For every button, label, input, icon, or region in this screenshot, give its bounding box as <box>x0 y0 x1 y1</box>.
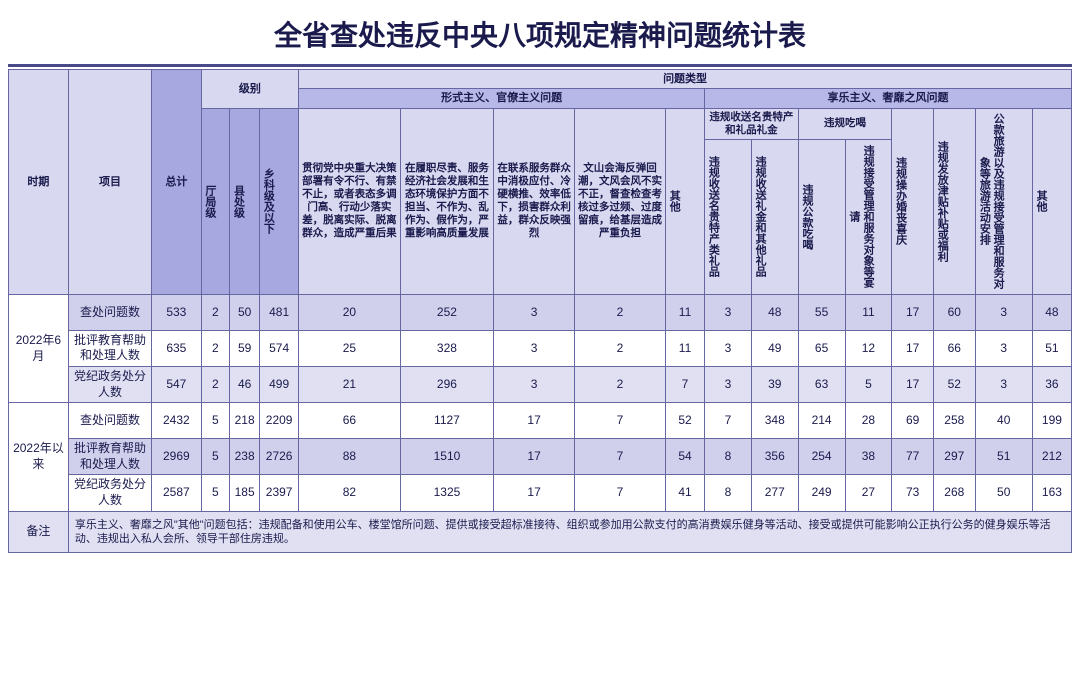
col-b1: 违规收送名贵特产类礼品 <box>705 139 752 294</box>
note-label: 备注 <box>9 511 69 553</box>
page-title: 全省查处违反中央八项规定精神问题统计表 <box>8 8 1072 67</box>
row-label: 查处问题数 <box>68 403 151 439</box>
col-b8: 其他 <box>1032 108 1071 294</box>
col-b6: 违规发放津贴补贴或福利 <box>933 108 975 294</box>
period-label: 2022年以来 <box>9 403 69 511</box>
row-label: 党纪政务处分人数 <box>68 475 151 511</box>
table-row: 2022年6月 查处问题数 533 2 50 481 20 252 3 2 11… <box>9 294 1072 330</box>
table-row: 党纪政务处分人数 2587 5 185 2397 82 1325 17 7 41… <box>9 475 1072 511</box>
col-level-1: 厅局级 <box>201 108 230 294</box>
col-level-2: 县处级 <box>230 108 260 294</box>
table-row: 批评教育帮助和处理人数 2969 5 238 2726 88 1510 17 7… <box>9 439 1072 475</box>
col-a2: 在履职尽责、服务经济社会发展和生态环境保护方面不担当、不作为、乱作为、假作为，严… <box>400 108 494 294</box>
col-level-group: 级别 <box>201 70 299 109</box>
col-period: 时期 <box>9 70 69 295</box>
row-label: 查处问题数 <box>68 294 151 330</box>
period-label: 2022年6月 <box>9 294 69 402</box>
col-group-b: 享乐主义、奢靡之风问题 <box>705 89 1072 108</box>
col-a4: 文山会海反弹回潮，文风会风不实不正，督查检查考核过多过频、过度留痕，给基层造成严… <box>574 108 665 294</box>
row-label: 批评教育帮助和处理人数 <box>68 330 151 366</box>
col-project: 项目 <box>68 70 151 295</box>
col-b2: 违规收送礼金和其他礼品 <box>751 139 798 294</box>
row-label: 批评教育帮助和处理人数 <box>68 439 151 475</box>
col-a5: 其他 <box>666 108 705 294</box>
col-gift-group: 违规收送名贵特产和礼品礼金 <box>705 108 799 139</box>
col-group-a: 形式主义、官僚主义问题 <box>299 89 705 108</box>
col-a3: 在联系服务群众中消极应付、冷硬横推、效率低下，损害群众利益，群众反映强烈 <box>494 108 575 294</box>
col-problem-type: 问题类型 <box>299 70 1072 89</box>
col-eat-group: 违规吃喝 <box>798 108 892 139</box>
row-label: 党纪政务处分人数 <box>68 367 151 403</box>
table-row: 2022年以来 查处问题数 2432 5 218 2209 66 1127 17… <box>9 403 1072 439</box>
note-text: 享乐主义、奢靡之风"其他"问题包括：违规配备和使用公车、楼堂馆所问题、提供或接受… <box>68 511 1071 553</box>
col-a1: 贯彻党中央重大决策部署有令不行、有禁不止，或者表态多调门高、行动少落实差，脱离实… <box>299 108 400 294</box>
note-row: 备注 享乐主义、奢靡之风"其他"问题包括：违规配备和使用公车、楼堂馆所问题、提供… <box>9 511 1072 553</box>
col-level-3: 乡科级及以下 <box>260 108 299 294</box>
table-row: 党纪政务处分人数 547 2 46 499 21 296 3 2 7 3 39 … <box>9 367 1072 403</box>
col-b3: 违规公款吃喝 <box>798 139 845 294</box>
stats-table: 时期 项目 总计 级别 问题类型 形式主义、官僚主义问题 享乐主义、奢靡之风问题… <box>8 69 1072 553</box>
col-b4: 违规接受管理和服务对象等宴请 <box>845 139 892 294</box>
col-b5: 违规操办婚丧喜庆 <box>892 108 934 294</box>
col-total: 总计 <box>152 70 201 295</box>
table-row: 批评教育帮助和处理人数 635 2 59 574 25 328 3 2 11 3… <box>9 330 1072 366</box>
col-b7: 公款旅游以及违规接受管理和服务对象等旅游活动安排 <box>975 108 1032 294</box>
